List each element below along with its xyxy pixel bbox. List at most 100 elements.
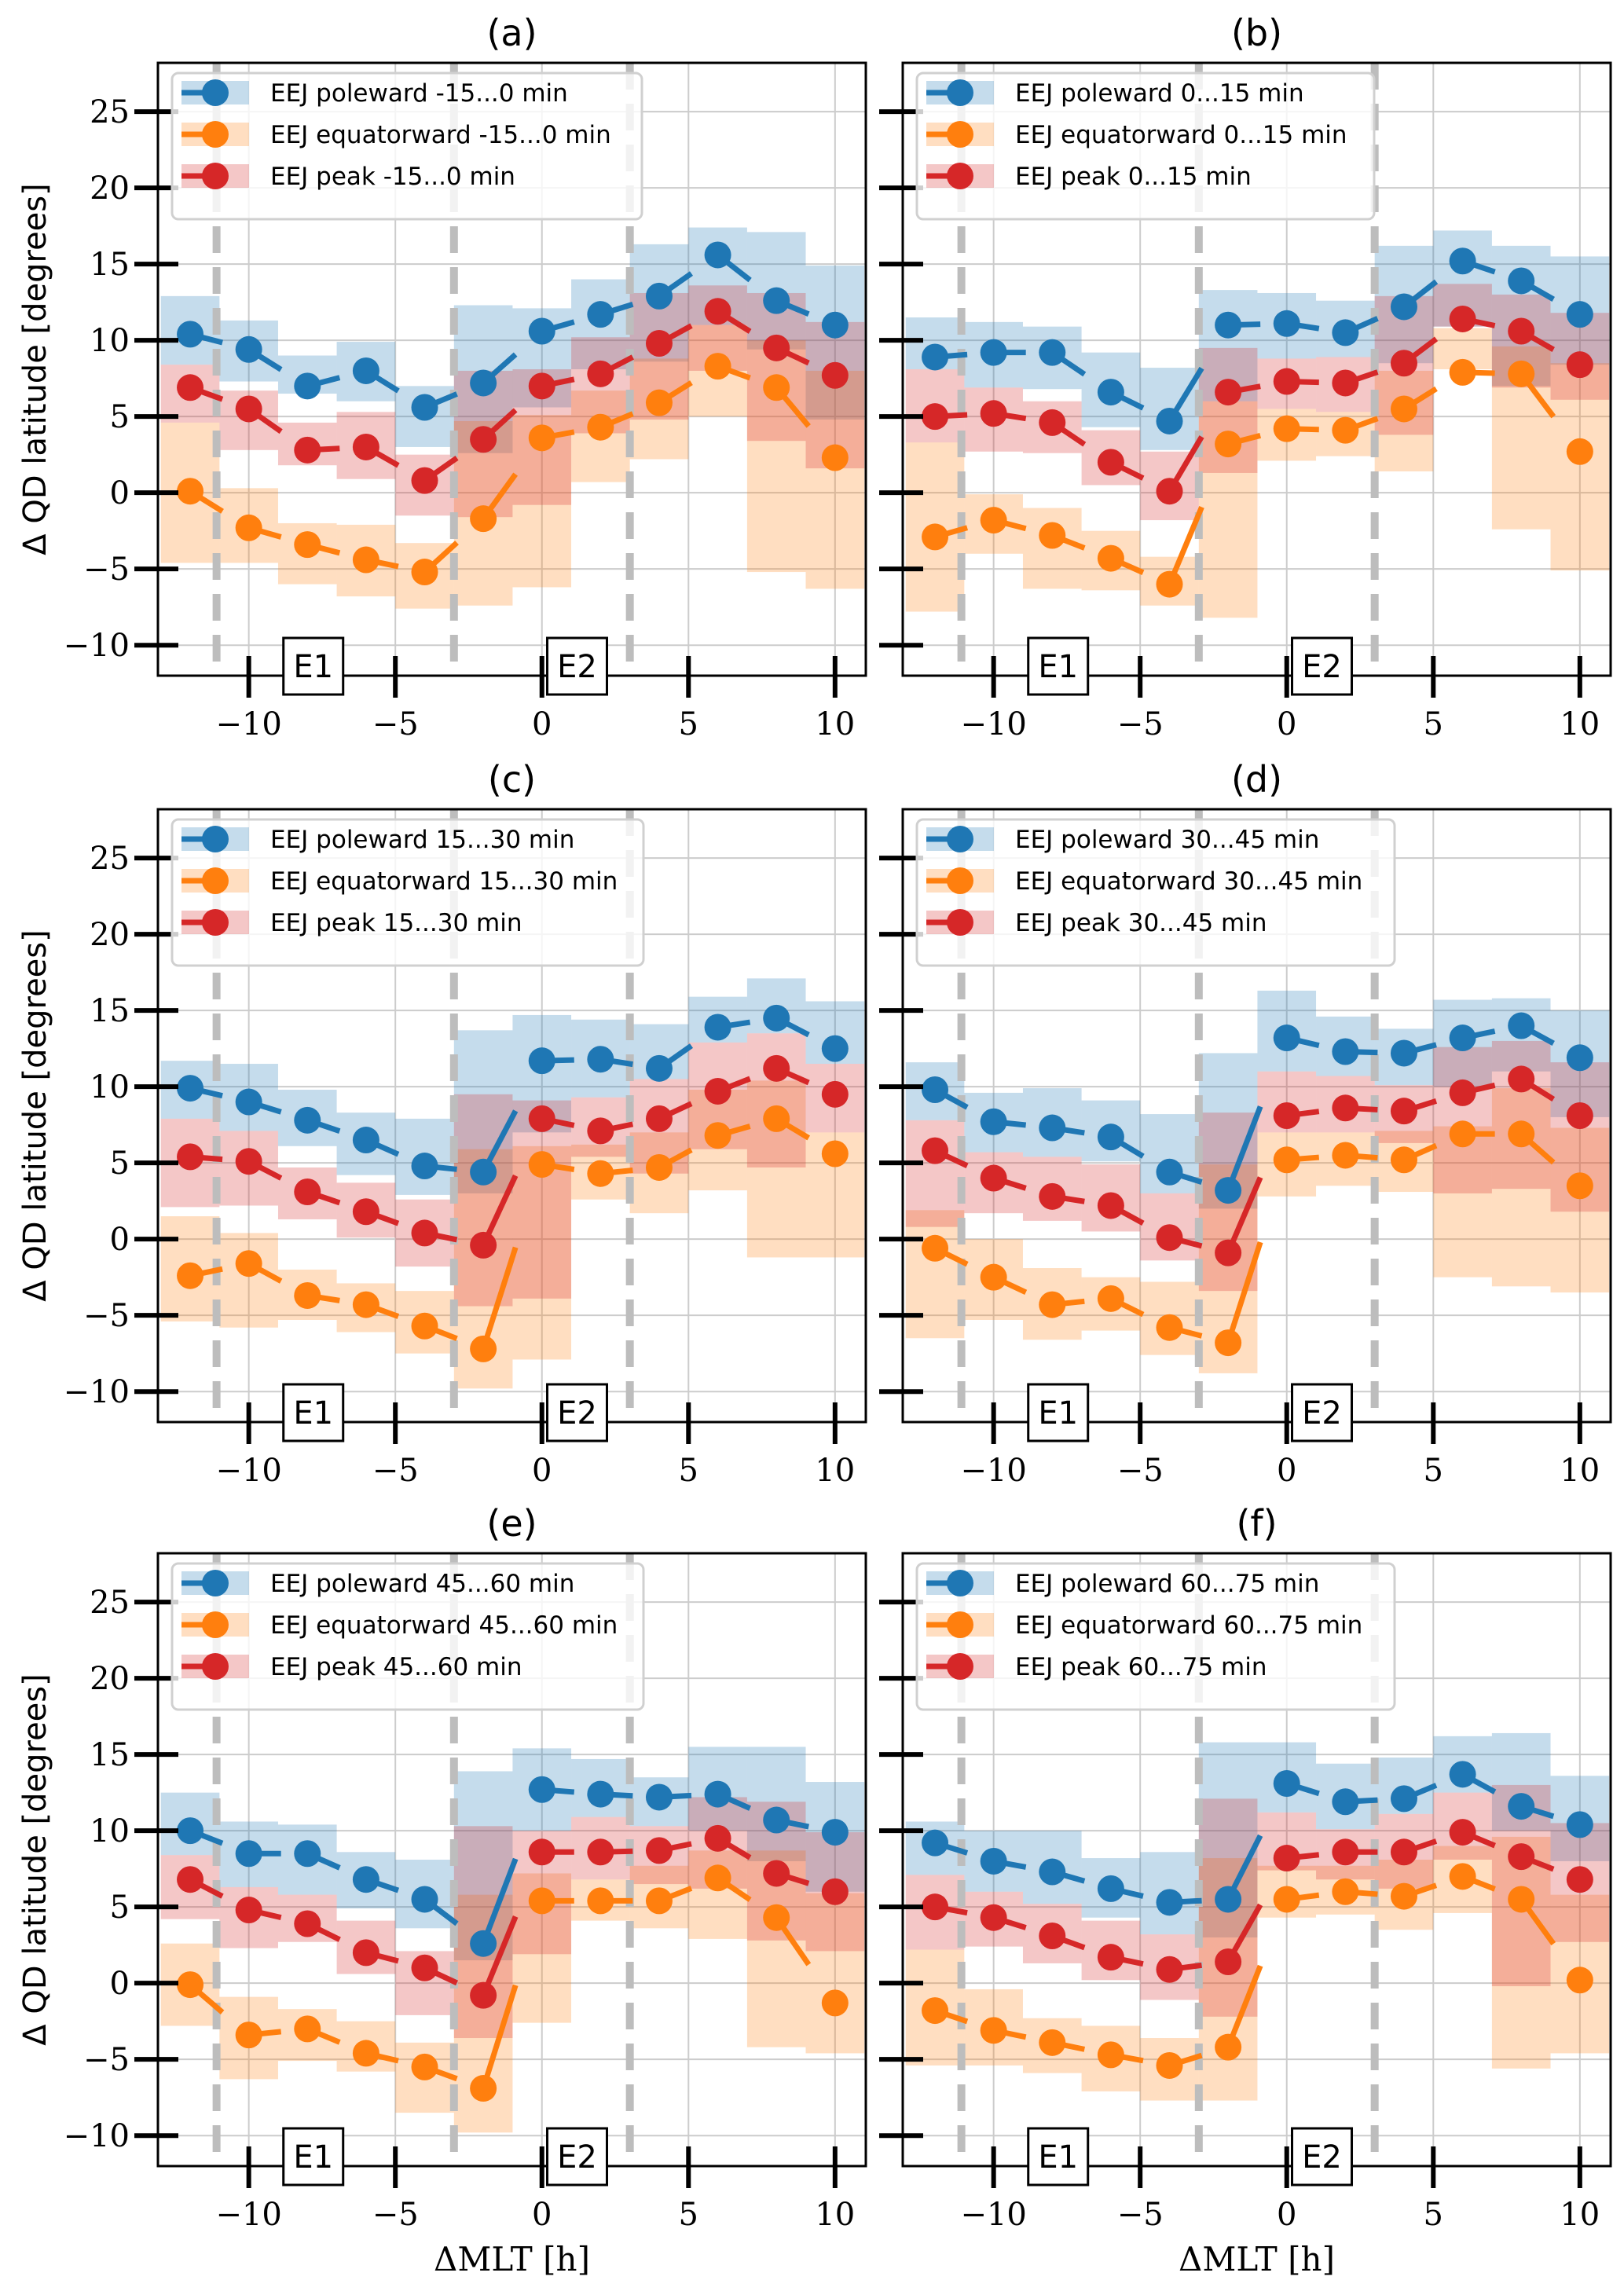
data-point-peak [470,1981,497,2009]
uncertainty-band-peak [805,321,865,469]
legend-item-poleward: EEJ poleward 0...15 min [926,79,1304,108]
data-point-peak [1390,1838,1417,1866]
series-line-poleward [1225,1105,1263,1192]
data-point-equatorward [1332,416,1359,444]
legend-item-equatorward: EEJ equatorward 0...15 min [926,121,1347,149]
event-label: E1 [1038,1395,1078,1431]
legend-frame [915,71,1376,221]
data-point-peak [1273,1102,1300,1129]
data-point-peak [177,1866,204,1893]
data-point-poleward [470,1158,497,1186]
y-tick-label: 20 [90,1661,130,1697]
y-tick-label: 0 [110,1222,130,1258]
event-box-e2 [1291,1383,1354,1442]
legend-item-poleward: EEJ poleward 15...30 min [181,826,574,854]
x-tick-label: 0 [532,2197,552,2233]
x-tick-label: 0 [532,1453,552,1489]
legend-label: EEJ equatorward 45...60 min [270,1611,618,1640]
panel-d: −10 −5 0 5 10 E1 E2 (d) EEJ poleward 30...45 min… [879,758,1612,1489]
data-point-peak [235,395,262,423]
legend-marker [947,909,973,936]
legend-label: EEJ equatorward 0...15 min [1015,121,1347,149]
panel-c: 25 20 15 10 5 0 −5 −10 −10 −5 0 5 10 E1 E2 (c) EEJ polew… [17,758,867,1489]
data-point-equatorward [470,1335,497,1362]
data-point-equatorward [1566,1967,1593,1994]
data-point-peak [1566,1866,1593,1893]
data-point-equatorward [528,1151,555,1178]
x-tick-label: 0 [1277,2197,1296,2233]
y-tick-label: 25 [90,841,130,877]
data-point-peak [1508,317,1535,345]
data-point-equatorward [1390,1146,1417,1174]
data-point-peak [235,1148,262,1175]
data-point-equatorward [821,1140,849,1167]
y-tick-label: −5 [83,552,130,588]
data-point-peak [1156,1956,1183,1983]
data-point-equatorward [587,1887,614,1915]
legend-item-peak: EEJ peak 30...45 min [926,909,1267,937]
data-point-poleward [1508,1793,1535,1820]
data-point-peak [645,330,673,357]
data-point-equatorward [352,2040,379,2067]
legend-marker [202,1570,229,1596]
event-box-e2 [546,636,609,696]
legend-item-poleward: EEJ poleward 30...45 min [926,826,1319,854]
uncertainty-band-peak [905,1120,965,1227]
data-point-peak [980,400,1007,427]
y-tick-label: 5 [110,1146,130,1182]
event-box-e2 [546,1383,609,1442]
axes-frame [156,1552,867,2168]
legend-marker [947,1611,973,1638]
data-point-equatorward [294,1281,321,1309]
data-point-peak [704,1824,731,1852]
data-point-equatorward [177,1971,204,1999]
plot-area [903,1553,1611,2166]
data-point-peak [294,1178,321,1206]
data-point-peak [411,1219,438,1247]
legend-marker [202,121,229,148]
event-label: E1 [1038,649,1078,685]
data-point-poleward [1273,1025,1300,1052]
data-point-peak [922,1893,949,1921]
data-point-equatorward [980,2017,1007,2044]
panel-title: (c) [488,758,536,801]
data-point-equatorward [294,2015,321,2043]
legend-label: EEJ poleward 15...30 min [270,826,574,854]
data-point-poleward [1039,339,1066,366]
data-point-poleward [1097,1875,1124,1902]
data-point-poleward [294,1840,321,1868]
uncertainty-band-equatorward [1550,363,1610,571]
legend-item-peak: EEJ peak 0...15 min [926,163,1252,191]
panel-a: 25 20 15 10 5 0 −5 −10 −10 −5 0 5 10 E1 E2 (a) EEJ polew… [17,12,867,742]
x-tick-label: 0 [532,706,552,742]
data-point-equatorward [922,523,949,551]
data-point-peak [177,374,204,401]
data-point-peak [470,426,497,453]
panel-title: (f) [1236,1502,1277,1545]
legend-marker [202,1611,229,1638]
data-point-poleward [1508,1012,1535,1039]
data-point-equatorward [1566,438,1593,465]
data-point-poleward [470,369,497,397]
data-point-equatorward [645,1153,673,1181]
uncertainty-band-peak [1433,1047,1492,1193]
data-point-peak [528,1838,555,1866]
uncertainty-band-equatorward [905,1210,965,1339]
axes-frame [901,1552,1612,2168]
legend-marker [947,867,973,894]
data-point-equatorward [704,1864,731,1892]
y-tick-label: 10 [90,1069,130,1105]
y-tick-label: 15 [90,1737,130,1773]
data-point-poleward [587,1780,614,1808]
data-point-poleward [704,1014,731,1041]
legend-item-equatorward: EEJ equatorward 60...75 min [926,1611,1362,1640]
legend-label: EEJ poleward -15...0 min [270,79,568,108]
data-point-equatorward [352,1291,379,1318]
event-label: E1 [293,1395,333,1431]
series-line-equatorward [1167,506,1204,585]
series-line-equatorward [1225,1964,1263,2048]
legend-item-poleward: EEJ poleward 45...60 min [181,1570,574,1598]
data-point-poleward [411,394,438,421]
y-tick-label: 25 [90,1585,130,1621]
